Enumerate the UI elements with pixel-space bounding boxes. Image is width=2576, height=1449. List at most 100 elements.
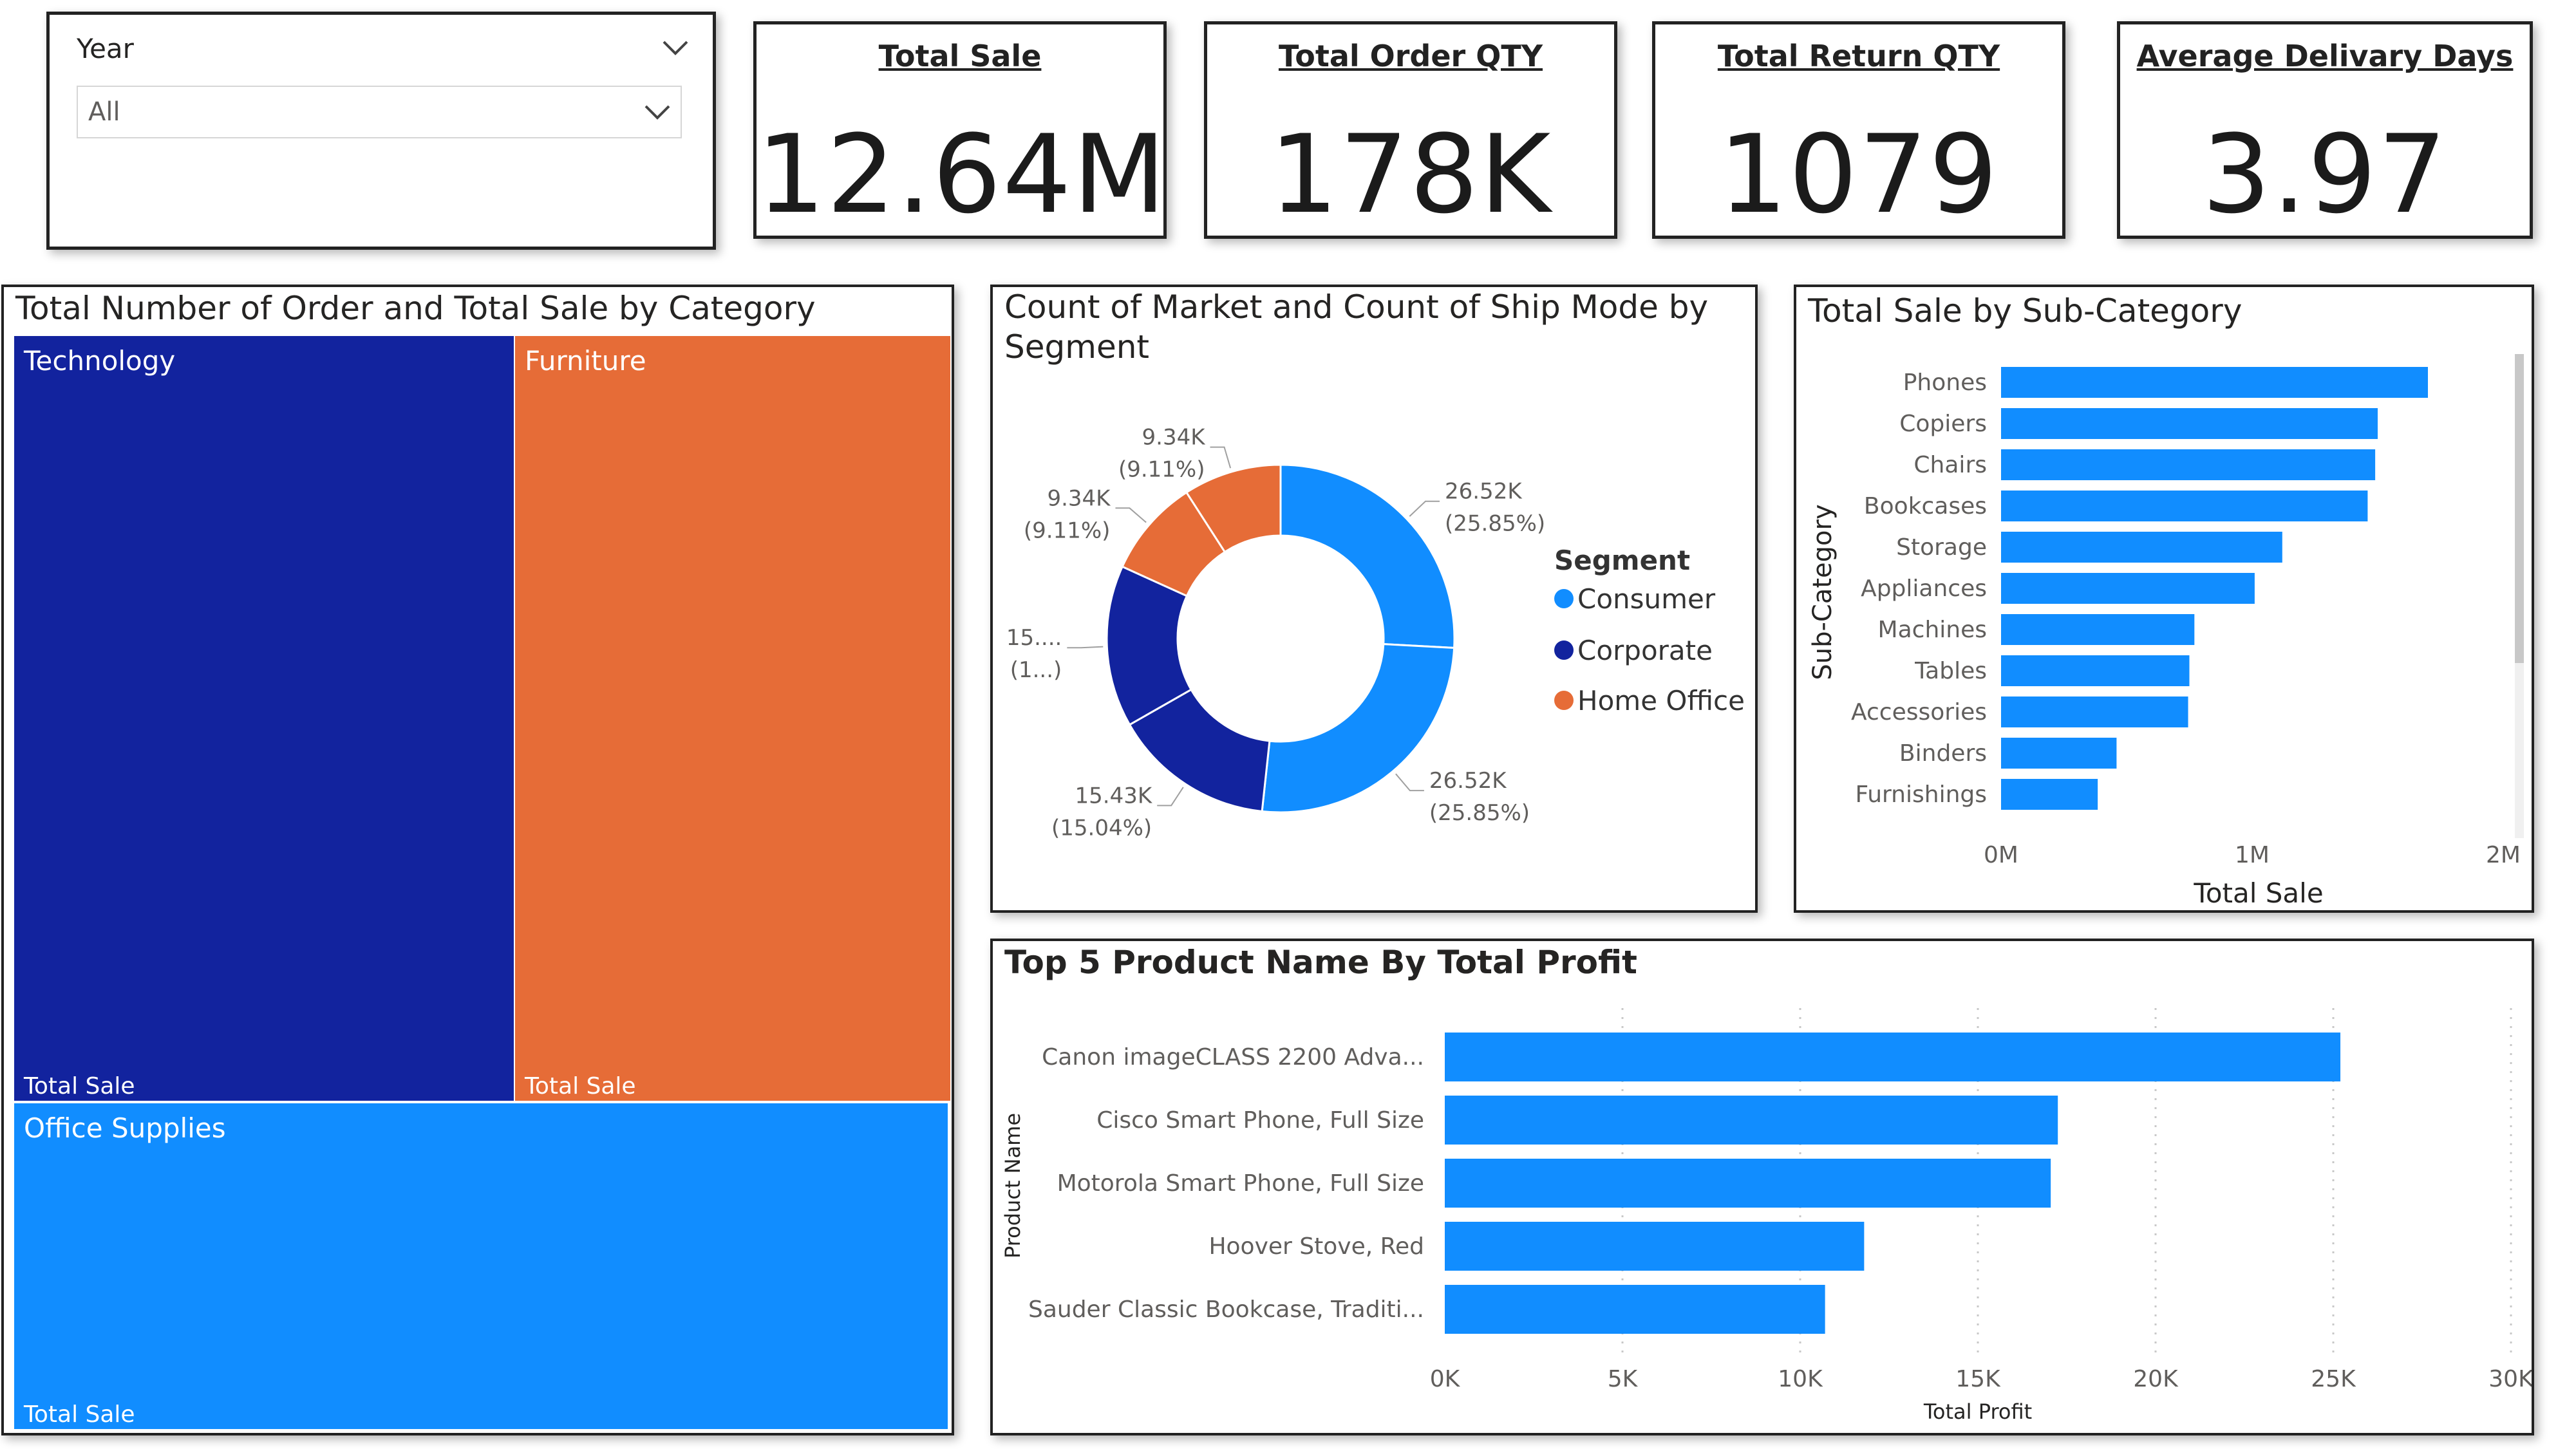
subcategory-bar-chart: Phones Copiers Chairs Bookcases Storage Appli… — [1808, 367, 2521, 909]
leader-line — [1210, 446, 1232, 469]
category-label: Bookcases — [1864, 493, 1987, 519]
scrollbar[interactable] — [2515, 354, 2524, 838]
circle-icon — [1554, 691, 1574, 710]
legend-label: Home Office — [1577, 685, 1745, 716]
subcategory-bar-visual: Total Sale by Sub-Category Phones Copiers… — [1794, 285, 2534, 913]
year-dropdown[interactable]: All — [77, 86, 682, 138]
leader-line — [1067, 646, 1104, 649]
x-tick-label: 0K — [1430, 1366, 1461, 1392]
kpi-card-total-sale: Total Sale 12.64M — [753, 21, 1167, 239]
treemap-tile-technology[interactable]: Technology Total Sale — [14, 336, 514, 1101]
slice-percent-label: (9.11%) — [1118, 457, 1205, 483]
chevron-down-icon[interactable] — [661, 39, 690, 56]
profit-bar[interactable] — [1445, 1285, 1825, 1334]
treemap-visual: Total Number of Order and Total Sale by … — [1, 285, 954, 1435]
leader-line — [1157, 787, 1184, 807]
donut-chart: 26.52K (25.85%) 26.52K (25.85%) 15.43K (15.04… — [1006, 425, 1545, 841]
x-tick-label: 5K — [1608, 1366, 1639, 1392]
tile-label: Office Supplies — [24, 1112, 226, 1144]
x-tick-label: 20K — [2133, 1366, 2179, 1392]
kpi-value: 3.97 — [2201, 111, 2449, 238]
tile-sublabel: Total Sale — [525, 1073, 636, 1099]
slice-value-label: 26.52K — [1429, 768, 1507, 794]
slice-value-label: 15.43K — [1075, 783, 1153, 809]
slice-percent-label: (1...) — [1010, 657, 1062, 683]
donut-visual: Count of Market and Count of Ship Mode b… — [990, 285, 1758, 913]
x-tick-label: 2M — [2486, 842, 2521, 868]
bar-furnishings[interactable] — [2001, 779, 2098, 810]
visual-title: Total Number of Order and Total Sale by … — [15, 290, 816, 327]
scrollbar-thumb[interactable] — [2515, 354, 2524, 663]
bar-accessories[interactable] — [2001, 696, 2188, 727]
donut-slice-home-office[interactable] — [1185, 463, 1282, 554]
legend-label: Consumer — [1577, 583, 1716, 615]
legend-item-consumer[interactable]: Consumer — [1554, 583, 1715, 615]
bar-bookcases[interactable] — [2001, 491, 2368, 521]
x-axis-title: Total Profit — [1923, 1399, 2032, 1424]
treemap-tile-office-supplies[interactable]: Office Supplies Total Sale — [14, 1103, 948, 1429]
legend-title: Segment — [1554, 545, 1691, 576]
circle-icon — [1554, 589, 1574, 608]
donut-slice-consumer[interactable] — [1279, 463, 1456, 650]
profit-bar[interactable] — [1445, 1033, 2341, 1081]
slice-value-label: 15.... — [1006, 625, 1062, 651]
leader-line — [1395, 773, 1424, 792]
tile-label: Technology — [24, 345, 176, 377]
legend-label: Corporate — [1577, 635, 1713, 666]
category-label: Copiers — [1899, 411, 1987, 437]
profit-bar[interactable] — [1445, 1222, 1865, 1271]
product-label: Hoover Stove, Red — [1208, 1233, 1424, 1260]
kpi-card-total-return-qty: Total Return QTY 1079 — [1652, 21, 2065, 239]
top5-profit-visual: Top 5 Product Name By Total Profit 0K 5K 1… — [990, 939, 2534, 1435]
leader-line — [1115, 507, 1147, 523]
leader-line — [1409, 500, 1440, 517]
circle-icon — [1554, 640, 1574, 660]
kpi-title: Total Return QTY — [1717, 39, 2000, 73]
kpi-card-total-order-qty: Total Order QTY 178K — [1204, 21, 1617, 239]
x-tick-label: 15K — [1955, 1366, 2001, 1392]
category-label: Tables — [1914, 658, 1987, 684]
legend-item-home-office[interactable]: Home Office — [1554, 685, 1745, 716]
bar-chairs[interactable] — [2001, 449, 2376, 480]
x-tick-label: 30K — [2488, 1366, 2532, 1392]
kpi-title: Total Order QTY — [1278, 39, 1543, 73]
profit-bar[interactable] — [1445, 1159, 2051, 1208]
bar-binders[interactable] — [2001, 738, 2117, 769]
profit-bar-chart: 0K 5K 10K 15K 20K 25K 30K Canon imageCLASS 2200… — [1001, 1008, 2532, 1424]
bar-storage[interactable] — [2001, 532, 2282, 563]
bar-phones[interactable] — [2001, 367, 2428, 398]
product-label: Canon imageCLASS 2200 Adva... — [1042, 1044, 1424, 1070]
bar-copiers[interactable] — [2001, 408, 2378, 439]
kpi-title: Average Delivary Days — [2136, 39, 2514, 73]
x-tick-label: 25K — [2311, 1366, 2356, 1392]
category-label: Binders — [1899, 740, 1987, 767]
tile-sublabel: Total Sale — [24, 1401, 135, 1428]
x-tick-label: 1M — [2235, 842, 2270, 868]
slice-value-label: 9.34K — [1047, 485, 1111, 511]
bar-machines[interactable] — [2001, 614, 2195, 645]
category-label: Machines — [1878, 617, 1987, 643]
category-label: Furnishings — [1855, 781, 1987, 808]
bar-tables[interactable] — [2001, 655, 2190, 686]
category-label: Appliances — [1861, 575, 1987, 602]
treemap-tile-furniture[interactable]: Furniture Total Sale — [515, 336, 950, 1101]
bar-appliances[interactable] — [2001, 573, 2255, 604]
x-tick-label: 10K — [1778, 1366, 1823, 1392]
category-label: Phones — [1903, 369, 1987, 396]
profit-bar[interactable] — [1445, 1096, 2058, 1145]
visual-title: Total Sale by Sub-Category — [1808, 292, 2242, 330]
title-line-2: Segment — [1004, 328, 1149, 366]
kpi-value: 1079 — [1718, 111, 1999, 238]
y-axis-title: Product Name — [1001, 1113, 1025, 1258]
slice-percent-label: (9.11%) — [1024, 518, 1111, 543]
donut-slice-consumer[interactable] — [1261, 642, 1456, 814]
product-label: Motorola Smart Phone, Full Size — [1057, 1170, 1424, 1197]
title-line-1: Count of Market and Count of Ship Mode b… — [1004, 288, 1709, 326]
legend-item-corporate[interactable]: Corporate — [1554, 635, 1713, 666]
product-label: Cisco Smart Phone, Full Size — [1096, 1107, 1424, 1134]
product-label: Sauder Classic Bookcase, Traditi... — [1028, 1296, 1424, 1323]
slice-percent-label: (25.85%) — [1445, 511, 1545, 537]
kpi-value: 178K — [1269, 111, 1552, 238]
dropdown-value: All — [88, 97, 120, 127]
category-label: Chairs — [1913, 452, 1987, 478]
